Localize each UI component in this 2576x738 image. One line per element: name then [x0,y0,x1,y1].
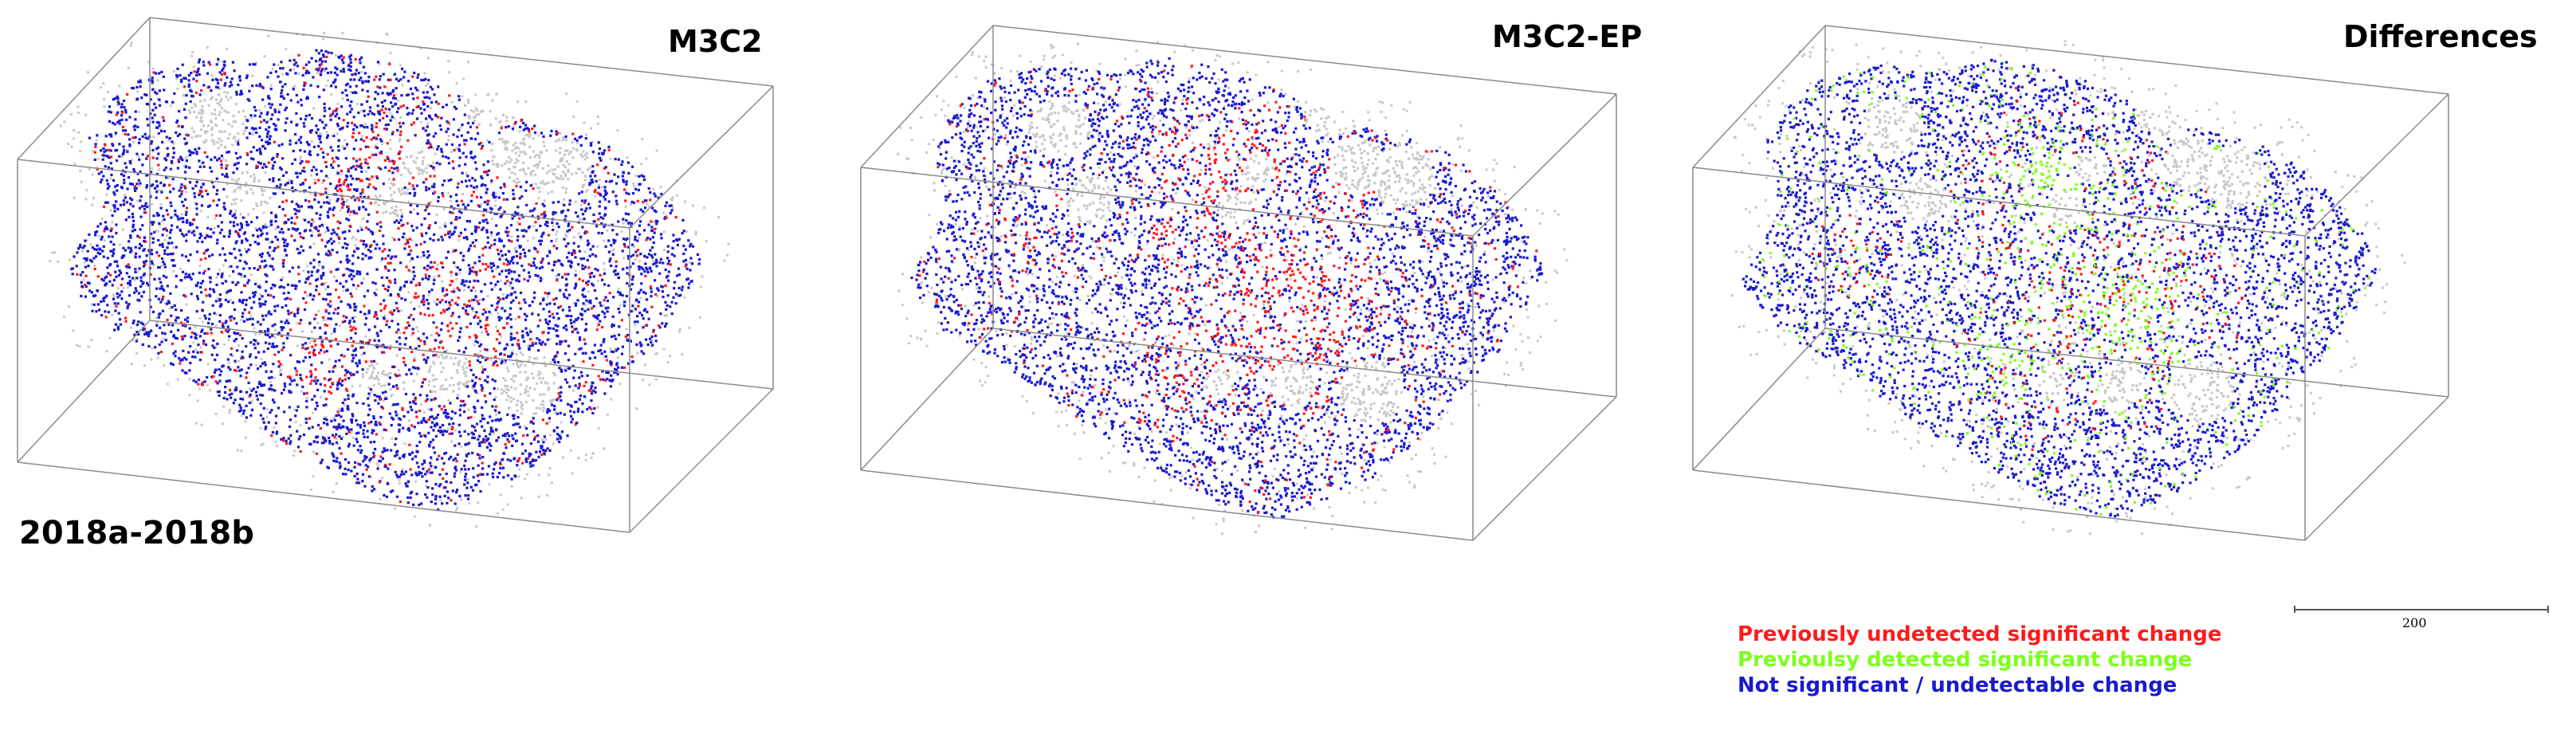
m3c2-ep-point-cloud-panel [860,25,1617,541]
bounding-box-edge [629,85,774,229]
bounding-box-edge [2304,396,2449,541]
bounding-box-edge [17,320,151,463]
scale-bar-tick-right [2547,606,2549,613]
change-points [910,57,1544,519]
legend-item-detected: Previoulsy detected significant change [1738,647,2221,673]
period-label: 2018a-2018b [19,515,254,552]
bounding-box-edge [1472,93,1617,237]
bounding-box-edge [17,461,630,533]
panel-title-m3c2: M3C2 [668,24,763,59]
bounding-box-edge [860,469,1474,541]
bounding-box-edge [17,159,630,229]
differences-point-cloud-panel [1692,25,2449,541]
scale-bar-line [2294,609,2549,610]
change-points [70,49,701,512]
panel-title-m3c2-ep: M3C2-EP [1492,19,1642,54]
bounding-box-edge [2304,93,2449,237]
bounding-box-edge [149,17,774,87]
no-data-points [49,32,730,528]
bounding-box-edge [17,17,151,160]
scale-bar: 200 [2294,606,2549,630]
scale-bar-tick-left [2294,606,2295,613]
bounding-box-edge [860,328,994,471]
white-marker [1963,336,1989,352]
bounding-box-edge [629,388,774,533]
m3c2-point-cloud-panel [17,17,774,533]
bounding-box-edge [1824,25,2449,95]
legend-item-undetected: Previously undetected significant change [1738,622,2221,647]
legend: Previously undetected significant change… [1738,622,2221,698]
bounding-box-edge [1692,167,2306,237]
bounding-box-edge [860,167,1474,237]
bounding-box-edge [1692,25,1826,168]
bounding-box-edge [1472,396,1617,541]
scale-bar-label: 200 [2402,615,2427,630]
bounding-box-edge [1824,328,2449,398]
bounding-box-edge [992,328,1617,398]
white-marker [288,328,313,344]
bounding-box-edge [992,25,1617,95]
bounding-box-edge [860,25,994,168]
legend-item-not-significant: Not significant / undetectable change [1738,673,2221,698]
panel-title-differences: Differences [2343,19,2538,54]
white-marker [1131,336,1156,352]
bounding-box-edge [149,320,774,390]
bounding-box-edge [1692,328,1826,471]
bounding-box-edge [1692,469,2306,541]
